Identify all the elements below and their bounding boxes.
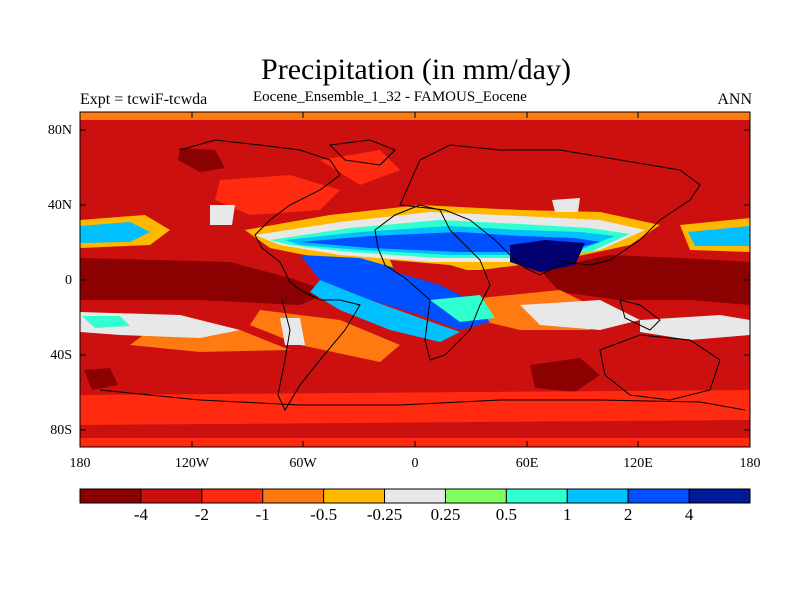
field-sacz-blue [300,255,490,330]
colorbar-label: 0.5 [495,505,517,524]
colorbar-box [323,488,386,504]
lat-label-0: 0 [65,273,72,288]
lon-label-120e: 120E [623,456,653,471]
field-atl-orange [320,150,400,185]
field-indian-dry [530,358,600,392]
colorbar-box [505,488,568,504]
colorbar-boxes [79,488,751,504]
colorbar-box [627,488,690,504]
coastlines [99,139,746,412]
colorbar-box [444,488,507,504]
season-label: ANN [717,91,752,108]
lon-label-60w: 60W [289,456,317,471]
plot-title: Precipitation (in mm/day) [261,53,571,86]
australia-coast [599,334,721,401]
field-sacz-lightblue [310,280,460,342]
field-sa-white [280,318,305,345]
colorbar-label: 4 [684,505,694,524]
colorbar-box [79,488,142,504]
lon-ticks [79,112,751,447]
lat-label-80s: 80S [50,423,72,438]
greenland-coast [328,139,396,166]
field-na-orange [215,175,340,215]
field-southern-band [80,390,750,425]
field-africa-cyan [430,295,495,322]
lon-label-120w: 120W [174,456,210,471]
colorbar-box [262,488,325,504]
colorbar-box [384,488,446,504]
experiment-label: Expt = tcwiF-tcwda [80,91,208,108]
eurasia-coast [399,144,701,276]
colorbar-label: -1 [255,505,270,524]
field-indopacific-dry [540,255,750,305]
field-sio-white [640,315,750,340]
field-asia-white [552,198,580,212]
lon-label-180e: 180 [739,456,761,471]
field-np2-blue [688,226,750,246]
field-sp-dry [84,368,118,390]
colorbar-label: 1 [563,505,572,524]
lon-label-0: 0 [411,456,419,471]
islands-coast [619,299,661,331]
colorbar-label: -2 [194,505,209,524]
colorbar-label: -0.5 [310,505,338,524]
field-pacific-dry [80,258,330,305]
colorbar-label: 0.25 [430,505,461,524]
americas-coast [179,139,361,412]
colorbar-box [566,488,629,504]
lat-ticks [80,129,750,431]
colorbar-label: 2 [623,505,633,524]
colorbar-label: -4 [133,505,148,524]
colorbar-box [201,488,264,504]
field-sp-cyan [82,316,130,328]
lon-label-180w: 180 [69,456,91,471]
colorbar-label: -0.25 [366,505,403,524]
field-atl-red-streak [390,260,500,292]
field-tropic-navy [510,240,585,272]
colorbar-box [688,488,751,504]
field-mex-white [210,205,235,225]
field-nw-dry [178,148,225,172]
lat-label-40s: 40S [50,348,72,363]
antarctica-coast [99,389,746,411]
lon-label-60e: 60E [515,456,539,471]
colorbar-box [140,488,203,504]
field-np-blue [80,222,150,243]
ensemble-label: Eocene_Ensemble_1_32 - FAMOUS_Eocene [253,89,527,105]
field-io-white [520,300,640,330]
lat-label-80n: 80N [47,123,72,138]
lat-label-40n: 40N [47,198,72,213]
